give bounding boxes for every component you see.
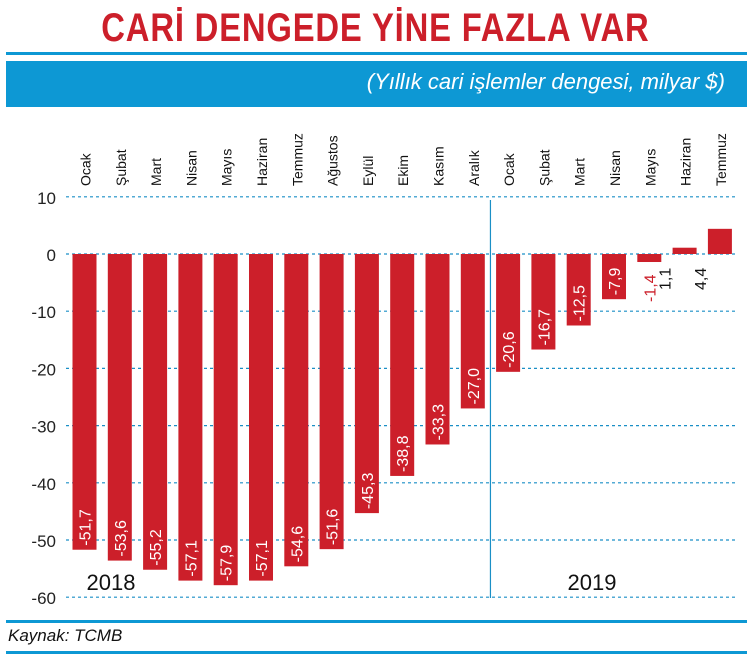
bar (672, 247, 697, 254)
value-label: 4,4 (693, 268, 710, 290)
bar (602, 254, 626, 300)
bar (284, 254, 309, 567)
category-label: Mayıs (642, 149, 658, 186)
category-label: Şubat (113, 149, 129, 186)
category-label: Temmuz (713, 133, 729, 186)
bar (107, 254, 132, 561)
value-label: -57,1 (183, 540, 200, 577)
bar (143, 254, 168, 570)
value-label: -57,9 (219, 545, 236, 582)
value-label: -33,3 (431, 404, 448, 441)
value-label: -1,4 (642, 274, 659, 302)
subtitle-band: (Yıllık cari işlemler dengesi, milyar $) (6, 61, 747, 107)
value-label: 1,1 (658, 268, 675, 290)
bar (249, 254, 273, 581)
year-label: 2019 (568, 570, 617, 595)
bar (72, 254, 97, 550)
chart-title: CARİ DENGEDE YİNE FAZLA VAR (101, 6, 650, 50)
y-tick-label: 0 (47, 246, 56, 265)
category-label: Ocak (501, 152, 517, 186)
bar-chart: 10 0 -10 -20 -30 -40 -50 -60 Ocak -51,7 Şubat -53,6… (31, 133, 735, 608)
category-label: Mart (572, 158, 588, 186)
category-label: Ocak (78, 152, 94, 186)
footer-rule-bottom (6, 651, 747, 654)
header-rule (6, 52, 747, 55)
y-tick-label: -50 (31, 532, 56, 551)
category-label: Ağustos (325, 135, 341, 186)
category-label: Eylül (360, 156, 376, 186)
value-label: -51,7 (78, 509, 95, 546)
y-tick-label: -30 (31, 418, 56, 437)
y-tick-label: -40 (31, 475, 56, 494)
bar (390, 254, 415, 476)
value-label: -16,7 (536, 309, 553, 346)
category-label: Mart (148, 158, 164, 186)
bar (319, 254, 344, 550)
value-label: -20,6 (501, 331, 518, 368)
value-label: -51,6 (325, 509, 342, 546)
category-label: Haziran (678, 138, 694, 186)
chart-subtitle: (Yıllık cari işlemler dengesi, milyar $) (366, 69, 725, 94)
category-label: Nisan (607, 150, 623, 186)
value-label: -7,9 (607, 268, 624, 296)
bar (566, 254, 591, 326)
category-label: Temmuz (289, 133, 305, 186)
bar (213, 254, 238, 586)
value-label: -27,0 (466, 368, 483, 405)
category-label: Kasım (431, 146, 447, 186)
category-label: Mayıs (219, 149, 235, 186)
bar (531, 254, 556, 350)
bar (354, 254, 379, 514)
bar (178, 254, 203, 581)
year-label: 2018 (87, 570, 136, 595)
value-label: -57,1 (254, 540, 271, 577)
y-tick-label: 10 (37, 189, 56, 208)
category-label: Ekim (395, 155, 411, 186)
value-label: -38,8 (395, 435, 412, 472)
bar (637, 254, 662, 263)
value-label: -55,2 (148, 529, 165, 566)
value-label: -45,3 (360, 473, 377, 510)
category-label: Aralık (466, 149, 482, 186)
category-label: Nisan (183, 150, 199, 186)
value-label: -53,6 (113, 520, 130, 557)
y-tick-label: -60 (31, 589, 56, 608)
category-label: Haziran (254, 138, 270, 186)
bar (425, 254, 450, 445)
footer-rule (6, 620, 747, 623)
y-tick-label: -20 (31, 360, 56, 379)
category-label: Şubat (536, 149, 552, 186)
value-label: -12,5 (572, 285, 589, 322)
bar (460, 254, 485, 409)
y-tick-label: -10 (31, 303, 56, 322)
bar (496, 254, 521, 372)
bar (707, 228, 732, 254)
value-label: -54,6 (289, 526, 306, 563)
source-note: Kaynak: TCMB (8, 626, 123, 645)
